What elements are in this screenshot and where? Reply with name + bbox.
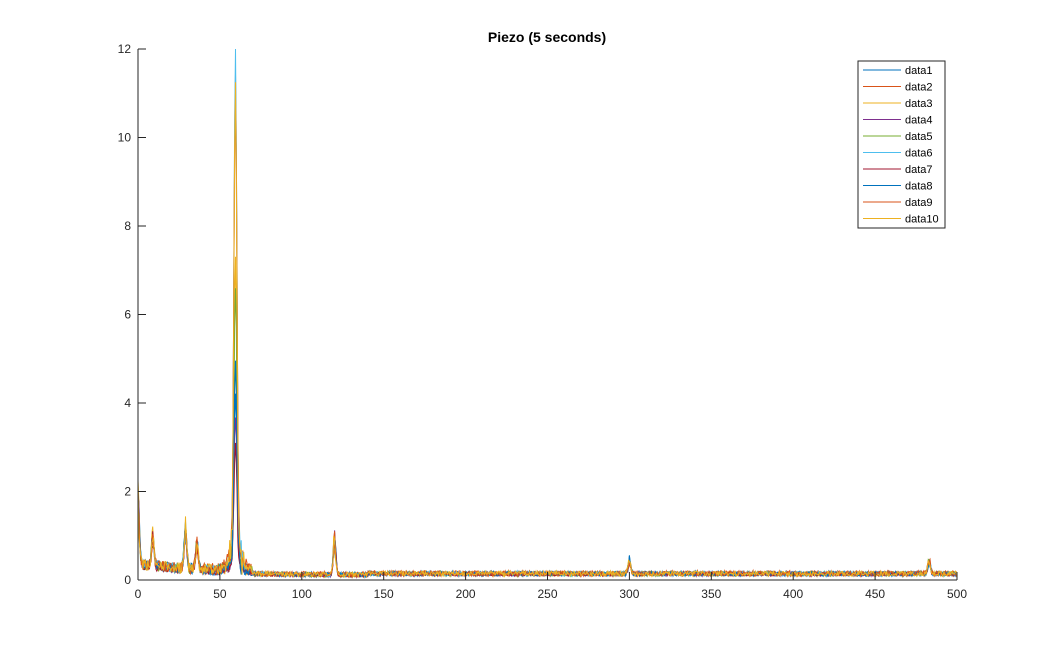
series-line-data4 bbox=[138, 418, 957, 578]
series-line-data5 bbox=[138, 288, 957, 577]
legend-label-data6: data6 bbox=[905, 148, 933, 160]
x-tick-label: 450 bbox=[865, 587, 885, 601]
x-tick-label: 50 bbox=[213, 587, 227, 601]
x-tick-label: 250 bbox=[537, 587, 557, 601]
series-line-data6 bbox=[138, 49, 957, 577]
series-line-data3 bbox=[138, 257, 957, 577]
legend-label-data2: data2 bbox=[905, 82, 933, 94]
y-tick-label: 10 bbox=[118, 131, 132, 145]
x-tick-label: 200 bbox=[456, 587, 476, 601]
y-tick-label: 6 bbox=[124, 308, 131, 322]
legend-label-data1: data1 bbox=[905, 65, 933, 77]
series-line-data1 bbox=[138, 394, 957, 577]
x-tick-label: 300 bbox=[619, 587, 639, 601]
axes: 0 50 100 150 200 250 300 350 400 450 500 0 2 4 6 8 10 12 bbox=[118, 42, 968, 601]
series-line-data9 bbox=[138, 99, 957, 577]
legend-label-data9: data9 bbox=[905, 197, 933, 209]
x-tick-label: 500 bbox=[947, 587, 967, 601]
chart-title: Piezo (5 seconds) bbox=[488, 29, 606, 45]
x-tick-label: 350 bbox=[701, 587, 721, 601]
y-tick-label: 0 bbox=[124, 573, 131, 587]
x-tick-label: 0 bbox=[135, 587, 142, 601]
series-line-data10 bbox=[138, 82, 957, 577]
y-tick-label: 8 bbox=[124, 219, 131, 233]
series-line-data2 bbox=[138, 74, 957, 577]
x-tick-label: 100 bbox=[292, 587, 312, 601]
x-tick-label: 400 bbox=[783, 587, 803, 601]
legend-label-data7: data7 bbox=[905, 164, 933, 176]
legend-label-data8: data8 bbox=[905, 181, 933, 193]
series-line-data8 bbox=[138, 361, 957, 577]
legend: data1 data2 data3 data4 data5 data6 data7 data8… bbox=[858, 61, 945, 228]
y-tick-label: 4 bbox=[124, 396, 131, 410]
legend-label-data4: data4 bbox=[905, 115, 933, 127]
series-layer bbox=[138, 49, 957, 577]
series-line-data7 bbox=[138, 443, 957, 577]
y-tick-label: 12 bbox=[118, 42, 132, 56]
y-tick-label: 2 bbox=[124, 485, 131, 499]
legend-label-data3: data3 bbox=[905, 98, 933, 110]
x-tick-label: 150 bbox=[374, 587, 394, 601]
legend-label-data10: data10 bbox=[905, 214, 939, 226]
legend-label-data5: data5 bbox=[905, 131, 933, 143]
